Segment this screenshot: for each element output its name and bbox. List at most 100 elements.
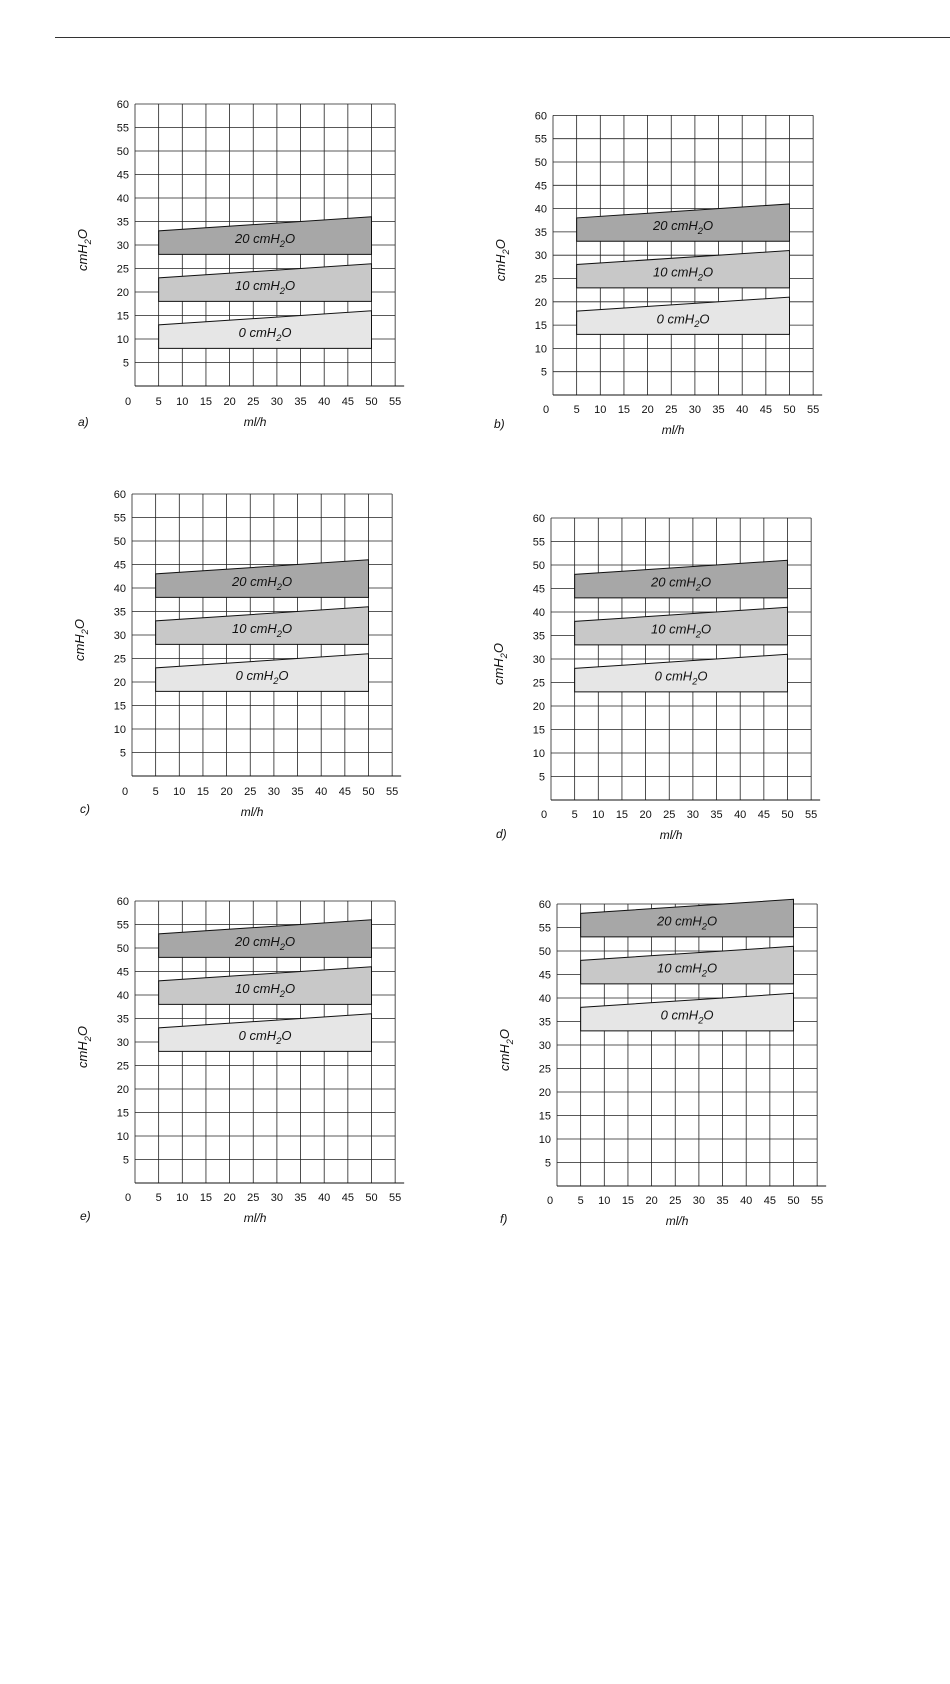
x-tick-label: 15 [200,1192,212,1204]
y-tick-label: 15 [114,701,126,713]
y-tick-label: 20 [117,1084,129,1096]
y-tick-label: 10 [535,343,547,355]
series-band [574,653,788,693]
x-tick-label: 25 [665,404,677,416]
y-tick-label: 40 [535,204,547,216]
y-tick-label: 30 [117,240,129,252]
y-tick-label: 35 [117,1014,129,1026]
x-tick-label: 0 [541,809,547,821]
y-tick-label: 15 [539,1111,551,1123]
y-tick-label: 50 [533,560,545,572]
series-label: 20 cmH2O [231,574,292,592]
y-tick-label: 40 [114,583,126,595]
x-tick-label: 40 [315,786,327,798]
x-tick-label: 40 [734,809,746,821]
x-tick-label: 0 [543,404,549,416]
x-tick-label: 30 [271,1192,283,1204]
y-tick-label: 20 [117,287,129,299]
x-tick-label: 50 [781,809,793,821]
y-axis-label: cmH2O [491,643,509,685]
y-tick-label: 25 [535,274,547,286]
series-label: 20 cmH2O [656,914,717,932]
y-tick-label: 60 [535,110,547,122]
y-tick-label: 60 [117,896,129,908]
series-band [574,606,788,646]
x-tick-label: 25 [244,786,256,798]
y-tick-label: 25 [114,654,126,666]
x-axis-label: ml/h [244,415,267,429]
x-tick-label: 20 [220,786,232,798]
x-tick-label: 25 [247,1192,259,1204]
y-tick-label: 35 [114,607,126,619]
x-tick-label: 40 [318,1192,330,1204]
series-band [576,203,790,242]
x-tick-label: 10 [598,1195,610,1207]
y-tick-label: 50 [535,157,547,169]
x-tick-label: 10 [176,1192,188,1204]
series-label: 20 cmH2O [650,575,711,593]
x-tick-label: 35 [294,396,306,408]
y-tick-label: 45 [533,584,545,596]
y-tick-label: 5 [120,748,126,760]
panel-label: a) [78,415,89,429]
x-tick-label: 10 [594,404,606,416]
y-tick-label: 45 [535,180,547,192]
series-label: 10 cmH2O [653,265,713,283]
series-label: 10 cmH2O [657,961,717,979]
x-tick-label: 55 [807,404,819,416]
y-tick-label: 10 [114,724,126,736]
x-tick-label: 5 [572,809,578,821]
x-tick-label: 55 [389,396,401,408]
x-tick-label: 30 [687,809,699,821]
x-tick-label: 45 [764,1195,776,1207]
chart-panel-c: 0 cmH2O 10 cmH2O 20 cmH2O 5 10 15 20 25 30 35 40 45… [72,489,402,819]
y-axis-label: cmH2O [72,619,90,661]
x-tick-label: 40 [736,404,748,416]
y-tick-label: 30 [539,1040,551,1052]
x-axis-label: ml/h [666,1214,689,1228]
x-tick-label: 45 [758,809,770,821]
y-tick-label: 55 [535,134,547,146]
chart-panel-e: 0 cmH2O 10 cmH2O 20 cmH2O 5 10 15 20 25 30 35 40 45… [75,896,405,1225]
x-tick-label: 50 [787,1195,799,1207]
series-band [158,1013,372,1052]
x-tick-label: 20 [639,809,651,821]
page-top-rule [55,37,950,38]
series-label: 0 cmH2O [661,1008,714,1026]
panel-label: f) [500,1212,507,1226]
x-tick-label: 45 [342,1192,354,1204]
x-tick-label: 35 [712,404,724,416]
x-tick-label: 35 [710,809,722,821]
y-tick-label: 45 [539,970,551,982]
y-tick-label: 25 [539,1064,551,1076]
series-band [576,296,790,335]
x-tick-label: 30 [689,404,701,416]
y-tick-label: 35 [533,631,545,643]
x-tick-label: 55 [389,1192,401,1204]
y-tick-label: 5 [123,1155,129,1167]
y-tick-label: 45 [117,170,129,182]
x-tick-label: 5 [574,404,580,416]
y-tick-label: 60 [117,99,129,111]
y-tick-label: 15 [533,725,545,737]
x-tick-label: 20 [223,1192,235,1204]
x-tick-label: 25 [247,396,259,408]
y-tick-label: 50 [117,943,129,955]
x-tick-label: 30 [271,396,283,408]
chart-panel-a: 0 cmH2O 10 cmH2O 20 cmH2O 5 10 15 20 25 30 35 40 45… [75,99,405,429]
y-tick-label: 50 [117,146,129,158]
series-label: 10 cmH2O [235,278,295,296]
y-tick-label: 25 [117,264,129,276]
y-tick-label: 20 [539,1087,551,1099]
x-axis-label: ml/h [662,423,685,437]
y-axis-label: cmH2O [497,1029,515,1071]
x-tick-label: 10 [173,786,185,798]
y-tick-label: 55 [533,537,545,549]
x-axis-label: ml/h [244,1211,267,1225]
y-tick-label: 10 [539,1134,551,1146]
y-tick-label: 10 [533,748,545,760]
x-tick-label: 50 [365,396,377,408]
series-label: 10 cmH2O [651,622,711,640]
series-label: 0 cmH2O [655,669,708,687]
